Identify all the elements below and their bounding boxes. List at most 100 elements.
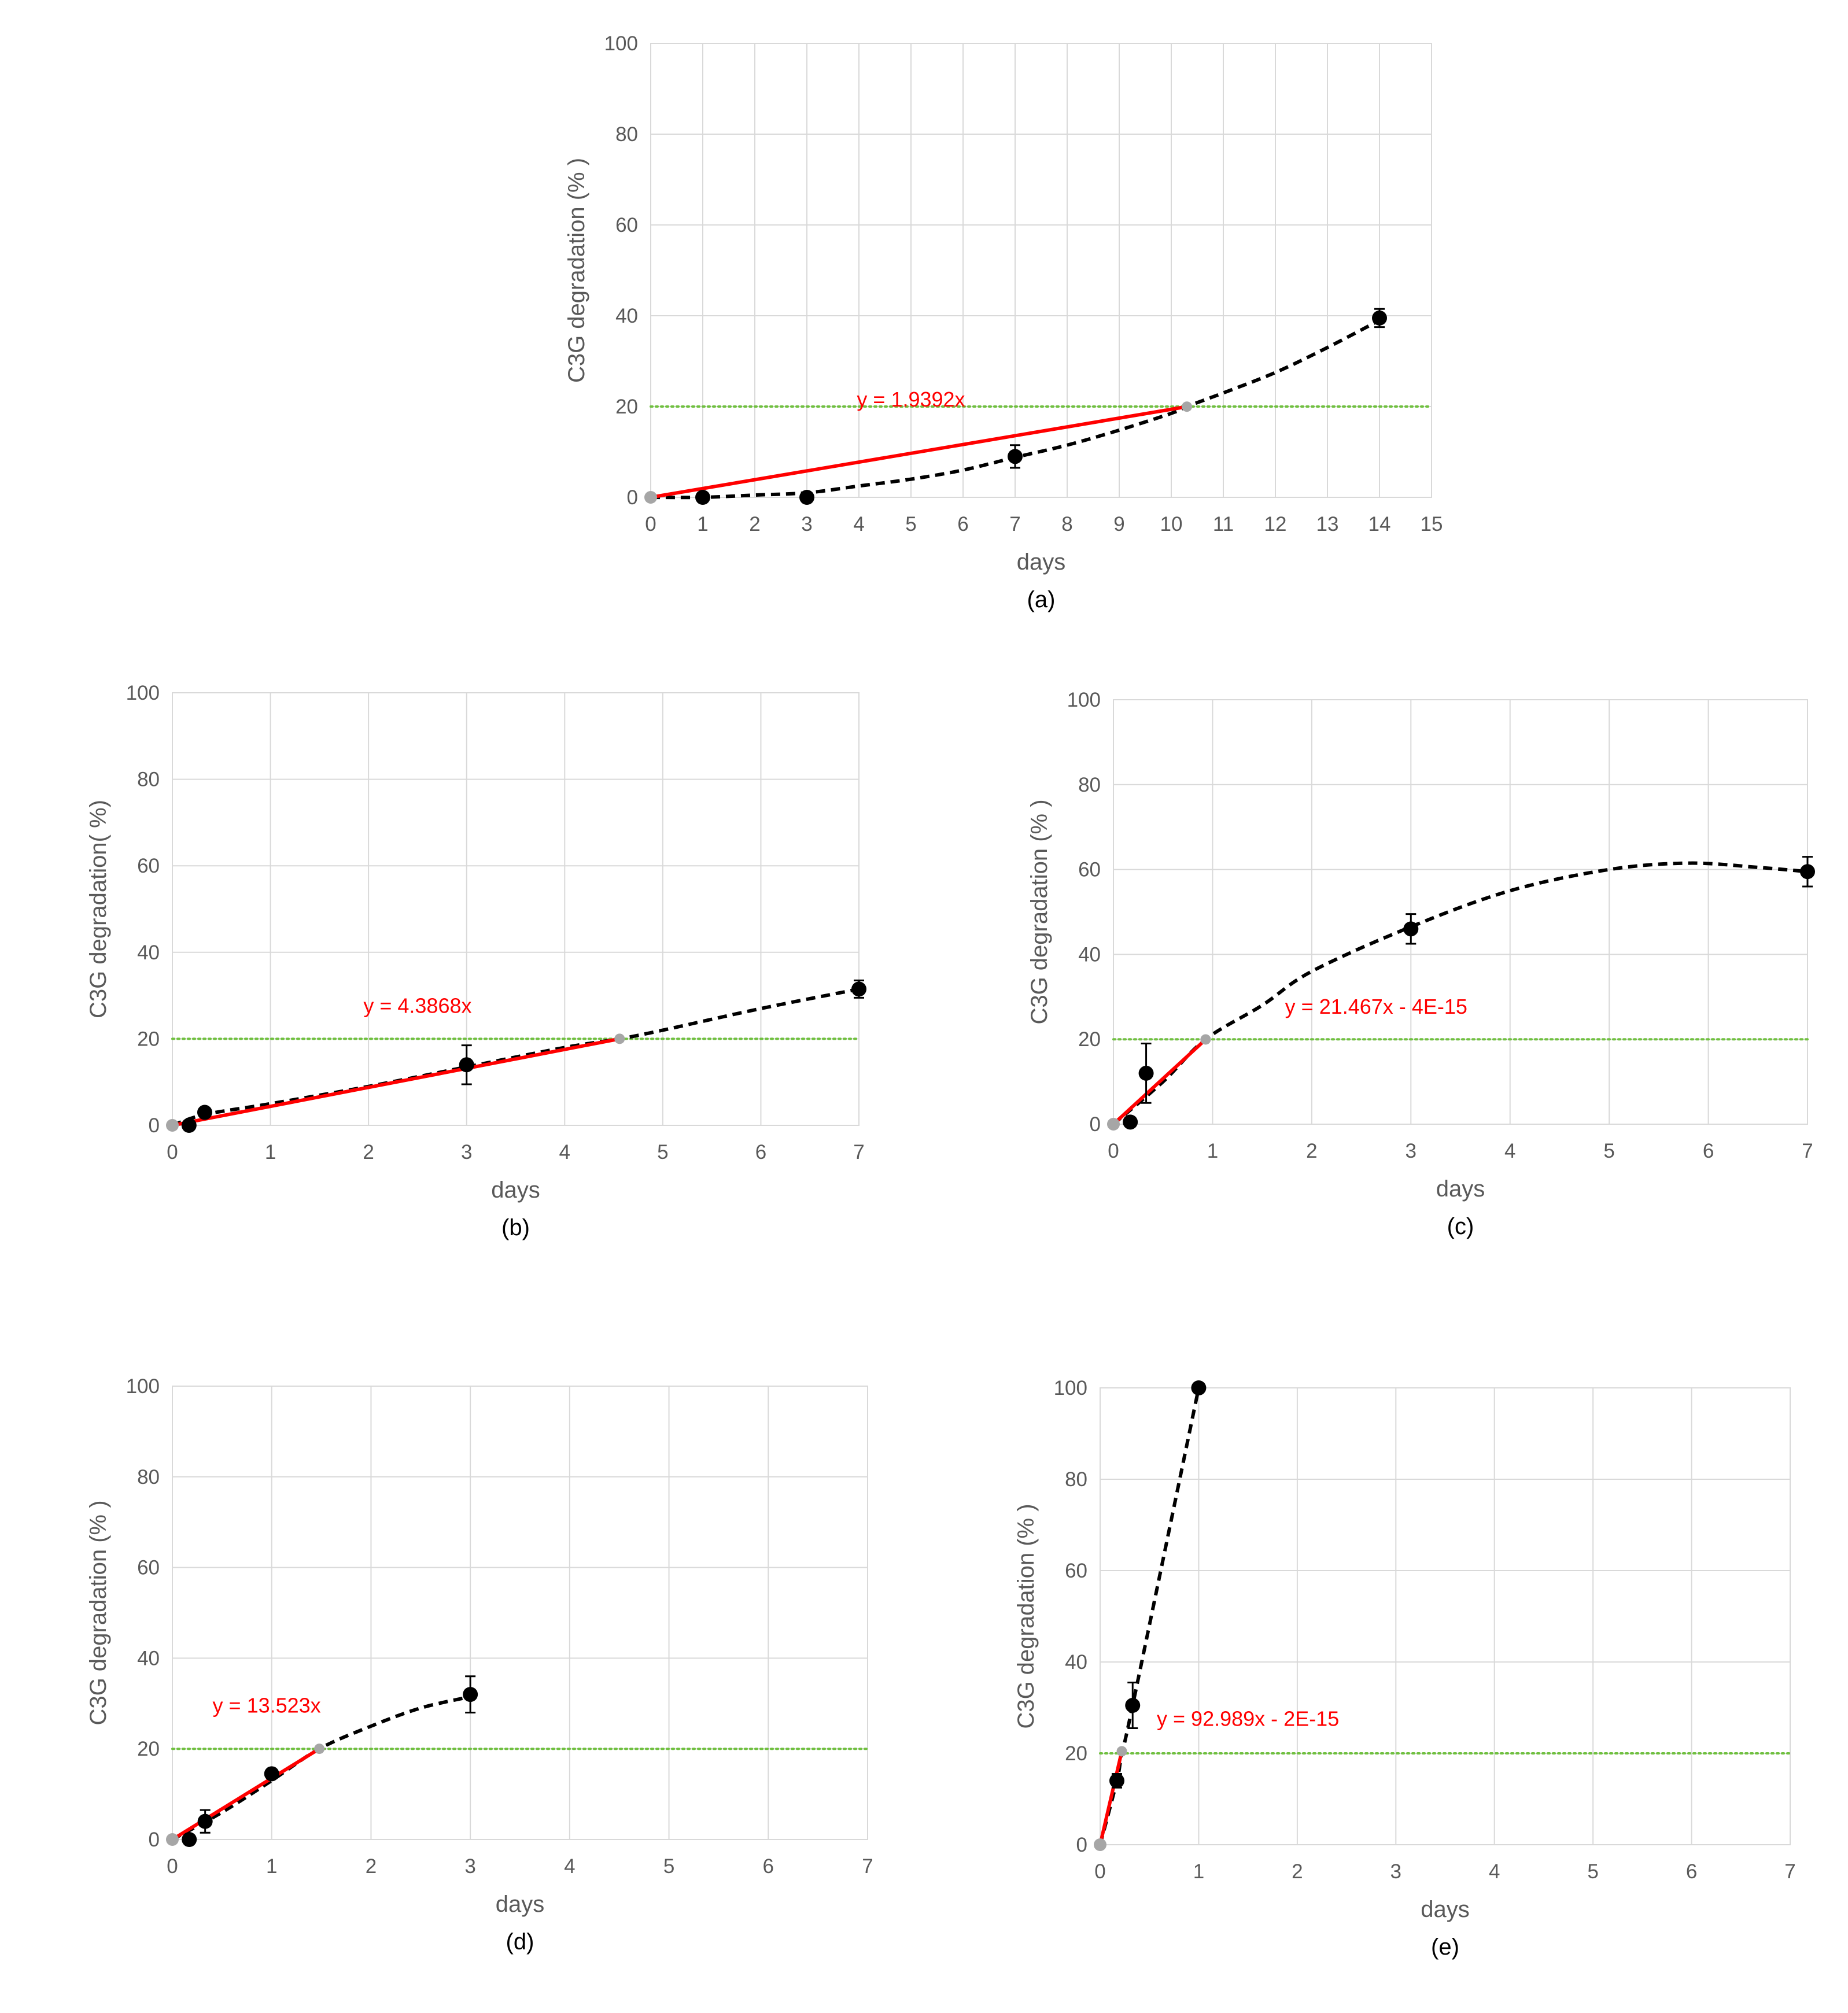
x-tick-label: 6 — [1686, 1860, 1697, 1883]
y-tick-label: 40 — [137, 941, 160, 964]
threshold-crossing-marker — [1116, 1746, 1127, 1757]
trend-curve — [171, 1695, 471, 1841]
trend-curve — [650, 319, 1381, 500]
data-point — [459, 1057, 474, 1073]
y-tick-label: 60 — [615, 214, 638, 237]
chart-panel-4: 0 1 2 3 4 5 6 7 0 20 40 60 80 100 days C3G degradation … — [86, 1375, 873, 1955]
plot-area — [172, 692, 860, 1126]
x-tick-label: 11 — [1213, 513, 1234, 535]
y-tick-label: 20 — [137, 1738, 160, 1760]
x-tick-label: 6 — [957, 513, 968, 535]
x-tick-label: 7 — [1802, 1140, 1813, 1162]
y-tick-label: 80 — [1065, 1468, 1087, 1491]
y-tick-label: 60 — [1065, 1560, 1087, 1582]
x-tick-label: 6 — [763, 1855, 774, 1878]
data-point — [644, 491, 657, 504]
fit-line — [1098, 1750, 1124, 1845]
y-tick-label: 40 — [1078, 943, 1101, 966]
x-tick-label: 7 — [1784, 1860, 1795, 1883]
data-point — [181, 1118, 197, 1133]
y-axis-title: C3G degradation (% ) — [564, 158, 589, 383]
threshold-crossing-marker — [614, 1033, 625, 1044]
x-tick-label: 6 — [755, 1141, 766, 1164]
y-tick-label: 40 — [137, 1647, 160, 1670]
x-tick-label: 5 — [663, 1855, 674, 1878]
fit-line — [650, 405, 1187, 499]
x-tick-label: 5 — [905, 513, 916, 535]
x-tick-label: 4 — [853, 513, 864, 535]
x-tick-label: 3 — [464, 1855, 475, 1878]
x-tick-label: 10 — [1160, 513, 1183, 535]
y-tick-label: 0 — [627, 486, 638, 509]
x-tick-label: 3 — [1406, 1140, 1417, 1162]
threshold-crossing-marker — [1182, 401, 1192, 412]
fit-line — [172, 1037, 620, 1127]
chart-panel-3: 0 1 2 3 4 5 6 7 0 20 40 60 80 100 days C3G degradation … — [1027, 689, 1815, 1239]
x-tick-label: 13 — [1316, 513, 1339, 535]
y-tick-label: 40 — [1065, 1651, 1087, 1674]
chart-panel-5: 0 1 2 3 4 5 6 7 0 20 40 60 80 100 days C3G degradation … — [1013, 1377, 1796, 1960]
y-tick-label: 100 — [126, 682, 160, 704]
fit-equation: y = 4.3868x — [363, 994, 471, 1018]
y-tick-label: 100 — [1054, 1377, 1087, 1399]
data-point — [695, 490, 710, 505]
x-tick-label: 2 — [749, 513, 760, 535]
x-tick-label: 7 — [1009, 513, 1020, 535]
x-tick-label: 5 — [1603, 1140, 1614, 1162]
plot-area — [650, 43, 1432, 498]
x-tick-label: 4 — [1504, 1140, 1515, 1162]
y-tick-label: 0 — [149, 1829, 160, 1851]
y-axis-title: C3G degradation (% ) — [1027, 799, 1052, 1024]
x-tick-label: 2 — [1306, 1140, 1317, 1162]
x-tick-label: 4 — [559, 1141, 570, 1164]
x-tick-label: 3 — [1390, 1860, 1401, 1883]
fit-equation: y = 13.523x — [213, 1693, 321, 1717]
x-tick-label: 0 — [1108, 1140, 1119, 1162]
x-tick-label: 15 — [1421, 513, 1443, 535]
x-tick-label: 12 — [1264, 513, 1287, 535]
y-tick-label: 100 — [126, 1375, 160, 1398]
data-point — [851, 981, 866, 997]
x-tick-label: 7 — [862, 1855, 873, 1878]
y-tick-label: 100 — [1067, 689, 1101, 711]
data-point — [463, 1687, 478, 1702]
x-tick-label: 4 — [564, 1855, 575, 1878]
x-tick-label: 6 — [1703, 1140, 1714, 1162]
x-tick-label: 3 — [801, 513, 812, 535]
x-tick-label: 2 — [1292, 1860, 1303, 1883]
fit-equation: y = 92.989x - 2E-15 — [1157, 1707, 1339, 1731]
trend-curve — [1112, 861, 1808, 1126]
x-tick-label: 1 — [265, 1141, 276, 1164]
x-tick-label: 0 — [1094, 1860, 1105, 1883]
y-tick-label: 20 — [615, 396, 638, 418]
y-tick-label: 20 — [1065, 1742, 1087, 1765]
y-tick-label: 80 — [1078, 774, 1101, 796]
data-point — [197, 1105, 212, 1120]
data-point — [166, 1833, 179, 1846]
fit-line — [171, 1747, 320, 1841]
fit-line — [1112, 1038, 1207, 1126]
data-point — [1800, 864, 1815, 880]
x-tick-label: 1 — [266, 1855, 277, 1878]
threshold-crossing-marker — [1200, 1034, 1211, 1045]
data-point — [182, 1832, 197, 1847]
panel-label: (e) — [1431, 1934, 1459, 1960]
y-tick-label: 0 — [149, 1114, 160, 1137]
y-axis-title: C3G degradation (% ) — [86, 1500, 111, 1725]
x-axis-title: days — [1421, 1897, 1470, 1922]
x-tick-label: 8 — [1061, 513, 1072, 535]
y-tick-label: 60 — [137, 1557, 160, 1579]
x-axis-title: days — [1017, 549, 1066, 575]
x-tick-label: 1 — [697, 513, 708, 535]
threshold-crossing-marker — [314, 1744, 325, 1755]
chart-panel-1: 0 1 2 3 4 5 6 7 8 9 10 11 12 13 14 15020406080100daysC3… — [564, 32, 1443, 612]
x-tick-label: 1 — [1193, 1860, 1204, 1883]
y-axis-title: C3G degradation (% ) — [1013, 1504, 1039, 1728]
fit-equation: y = 1.9392x — [857, 387, 965, 411]
data-point — [1109, 1773, 1124, 1789]
y-tick-label: 100 — [604, 32, 638, 55]
x-tick-label: 4 — [1489, 1860, 1500, 1883]
x-tick-label: 5 — [1587, 1860, 1598, 1883]
y-tick-label: 80 — [137, 769, 160, 791]
